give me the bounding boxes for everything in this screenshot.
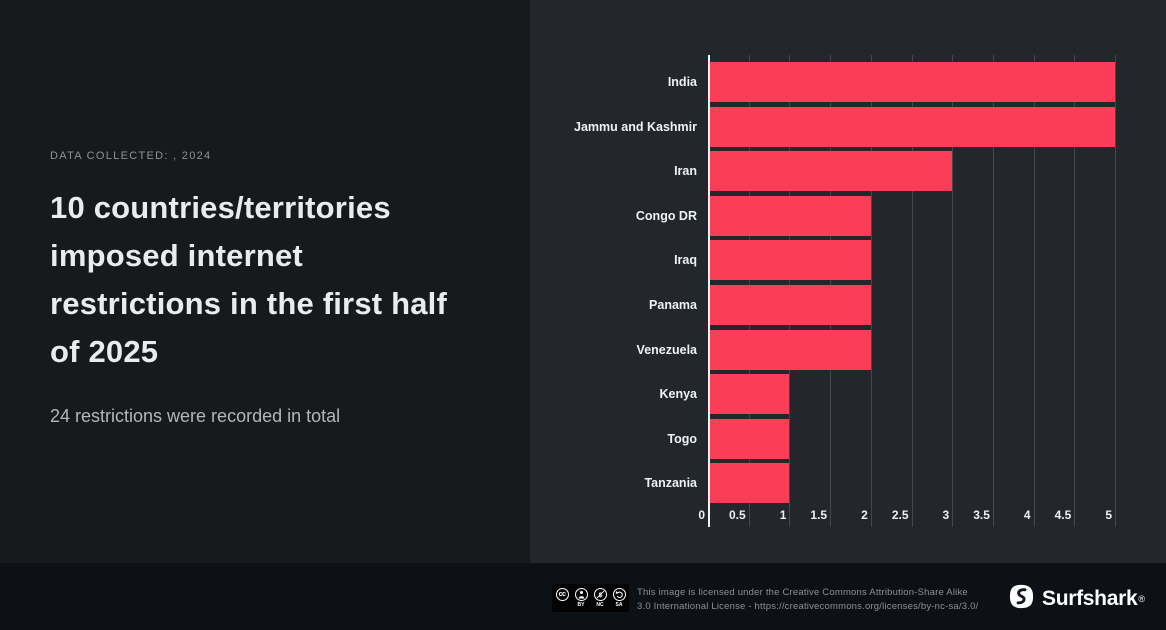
x-tick-label: 2 (861, 508, 868, 522)
bar-jammu-and-kashmir (710, 106, 1115, 147)
bar-chart: 0 0.5 1 1.5 2 2.5 3 3.5 4 4.5 5 India Jammu and Kash… (530, 0, 1166, 563)
license-line-2: 3.0 International License - https://crea… (637, 601, 979, 612)
x-tick-label: 1 (779, 508, 787, 522)
category-label: Kenya (659, 387, 697, 402)
x-tick-label: 4.5 (1054, 508, 1072, 522)
cc-icon: cc (554, 588, 570, 608)
bar-india (710, 62, 1115, 102)
svg-text:$: $ (598, 592, 602, 599)
x-tick-label: 4 (1023, 508, 1031, 522)
category-label: Iraq (674, 253, 697, 268)
grid-line (1115, 55, 1116, 527)
data-collected-label: DATA COLLECTED: , 2024 (50, 150, 212, 162)
x-tick-label: 3 (942, 508, 950, 522)
creative-commons-badge: cc BY $ NC (552, 584, 629, 612)
cc-by-icon: BY (573, 588, 589, 608)
x-tick-label: 0.5 (729, 508, 746, 522)
category-label: Tanzania (644, 476, 697, 491)
category-label: India (667, 75, 697, 89)
x-tick-label: 3.5 (973, 508, 990, 522)
bar-togo (710, 418, 790, 459)
bar-kenya (710, 374, 790, 415)
category-label: Venezuela (636, 342, 697, 357)
infographic-subtitle: 24 restrictions were recorded in total (50, 406, 341, 426)
chart-axis-line (708, 55, 710, 527)
infographic-title: 10 countries/territories imposed interne… (50, 184, 505, 376)
surfshark-logo-icon (1008, 583, 1035, 615)
bar-panama (710, 285, 871, 325)
title-line: 10 countries/territories (50, 190, 391, 225)
grid-line (1074, 55, 1076, 527)
license-line-1: This image is licensed under the Creativ… (637, 587, 968, 598)
registered-trademark: ® (1138, 594, 1145, 604)
brand-name: Surfshark (1042, 587, 1138, 610)
category-label: Togo (667, 431, 697, 446)
surfshark-brand: Surfshark ® (1008, 583, 1145, 615)
bar-iraq (710, 240, 871, 281)
bar-tanzania (710, 463, 790, 504)
category-label: Iran (674, 164, 697, 179)
cc-nc-icon: $ NC (592, 588, 608, 608)
title-line: of 2025 (50, 334, 159, 369)
x-tick-label: 1.5 (810, 508, 828, 522)
x-tick-label: 2.5 (891, 508, 909, 522)
grid-line (952, 55, 954, 527)
bar-venezuela (710, 329, 871, 370)
grid-line (1033, 55, 1035, 527)
title-line: restrictions in the first half (50, 286, 448, 321)
license-text: This image is licensed under the Creativ… (637, 586, 978, 614)
grid-line (992, 55, 994, 527)
intro-panel: DATA COLLECTED: , 2024 10 countries/terr… (50, 150, 505, 430)
cc-sa-icon: SA (611, 588, 627, 608)
footer-bar: cc BY $ NC (0, 563, 1166, 630)
title-line: imposed internet (50, 238, 303, 273)
grid-line (911, 55, 913, 527)
category-label: Panama (649, 298, 697, 312)
grid-line (870, 55, 872, 527)
bar-iran (710, 151, 953, 192)
category-label: Jammu and Kashmir (574, 119, 697, 134)
x-tick-label: 0 (698, 508, 705, 522)
bar-congo-dr (710, 195, 871, 236)
x-tick-label: 5 (1105, 508, 1112, 522)
category-label: Congo DR (635, 208, 697, 223)
